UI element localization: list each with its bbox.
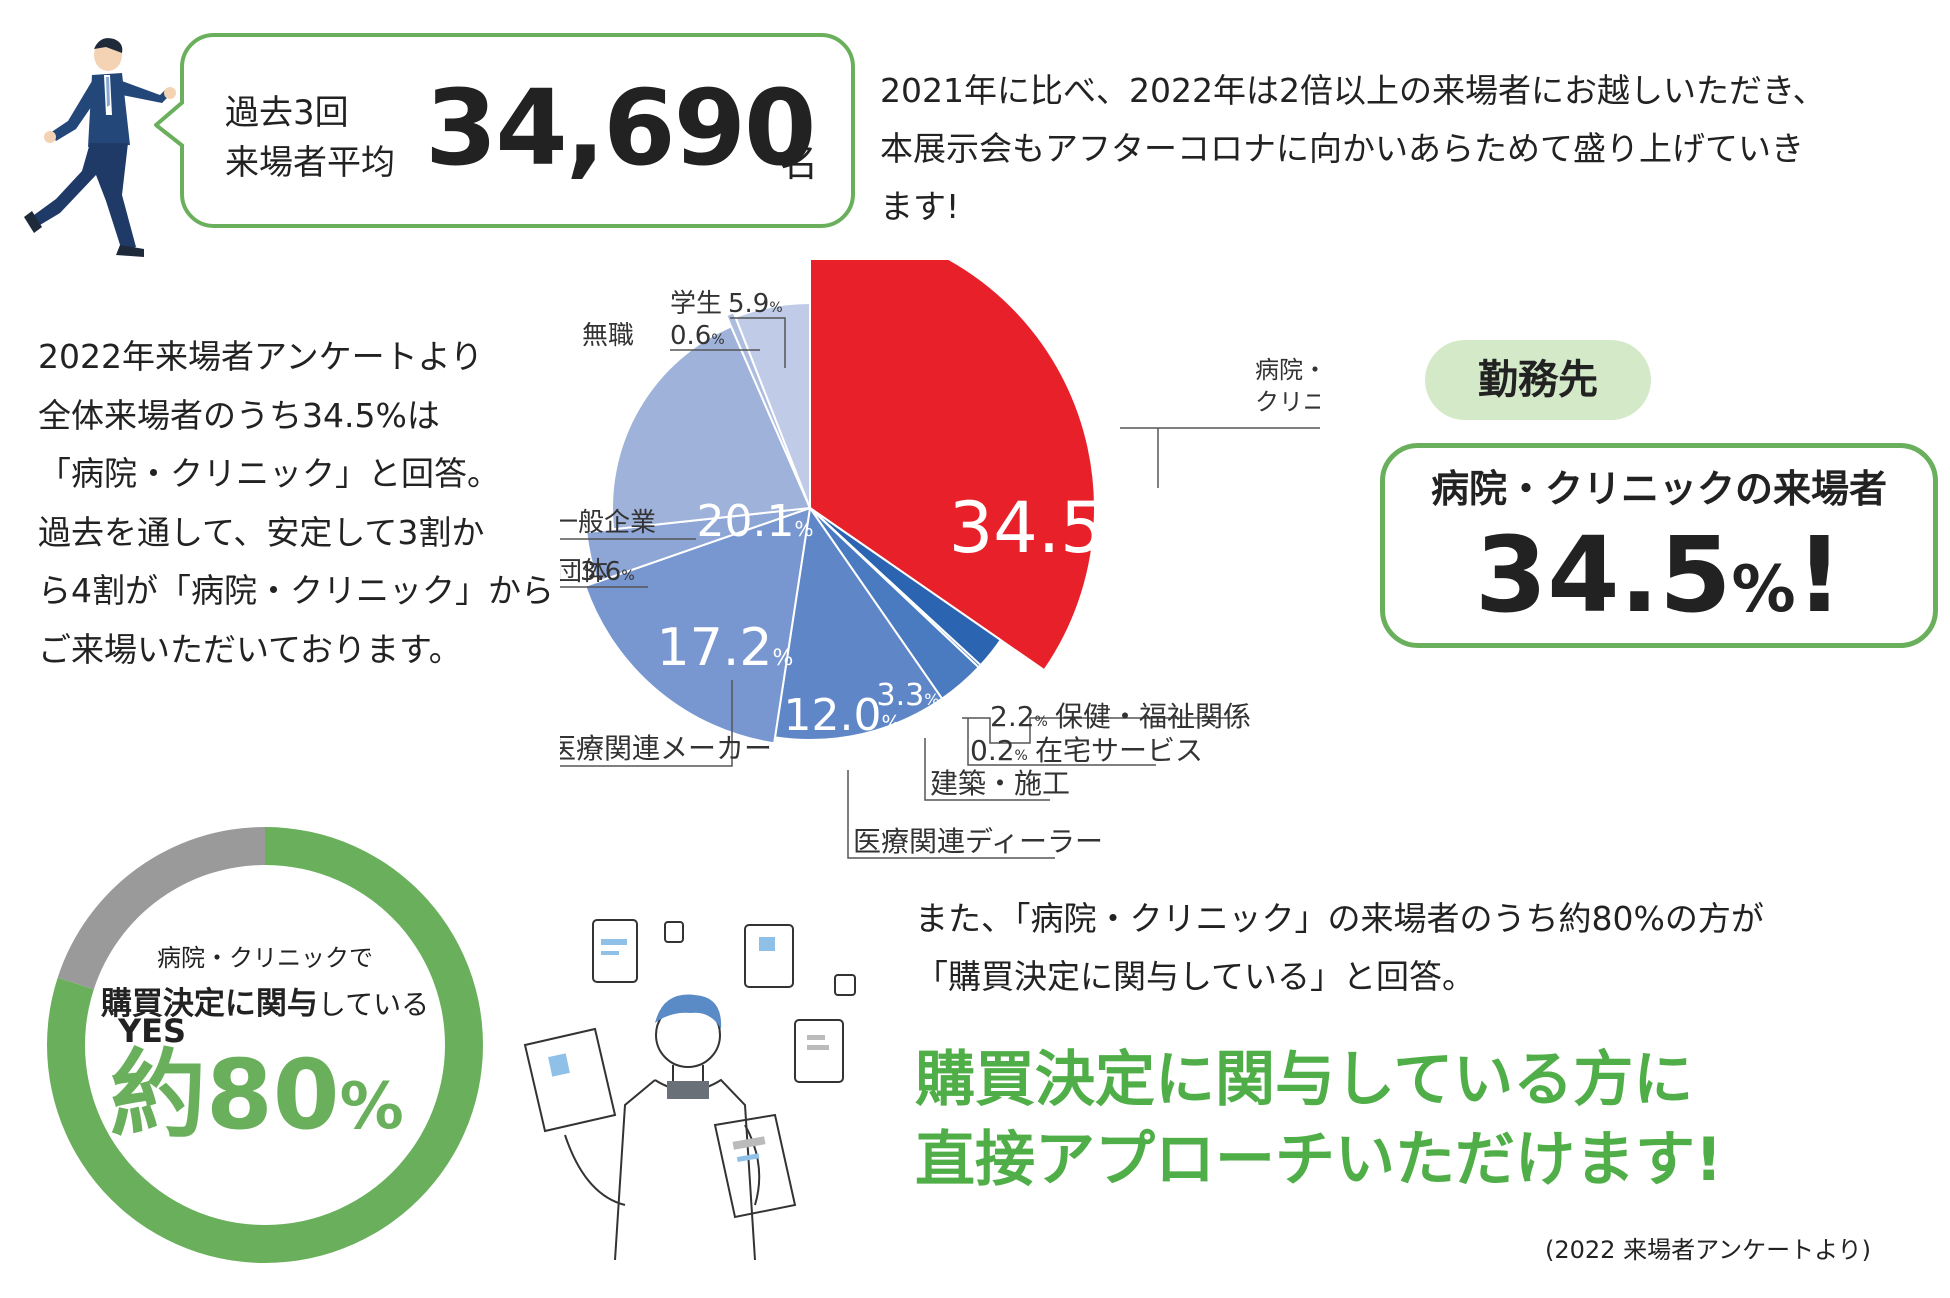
workplace-pie-chart: 34.5% 20.1% 17.2% 12.0% 3.3% 病院・ クリニック 2…	[560, 260, 1320, 859]
pie-slices	[583, 260, 1096, 745]
label-value-home: 0.2%	[970, 734, 1028, 767]
pie-slice-8	[724, 311, 811, 509]
survey-line-2: 全体来場者のうち34.5%は	[38, 395, 440, 435]
pie-slice-4	[773, 505, 944, 741]
label-hospital-1: 病院・	[1255, 356, 1320, 384]
label-hospital-2: クリニック	[1255, 388, 1320, 416]
donut-approx: 約	[110, 1039, 206, 1151]
leader-welfare	[962, 717, 1232, 744]
donut-main-text: 購買決定に関与している	[90, 978, 440, 1023]
label-construction: 建築・施工	[930, 767, 1070, 800]
label-value-student: 5.9%	[728, 289, 783, 319]
label-home: 在宅サービス	[1035, 734, 1203, 767]
trousers	[34, 143, 136, 251]
hospital-visitors-highlight-box	[1380, 443, 1938, 648]
doctor-arm-left	[564, 1134, 626, 1206]
average-visitors-unit: 名	[780, 141, 819, 185]
doctor-coat	[614, 1078, 756, 1260]
hair	[94, 38, 123, 53]
doctor-shirt	[667, 1081, 709, 1099]
label-welfare: 保健・福祉関係	[1055, 700, 1251, 733]
shoe-back	[24, 211, 42, 233]
workplace-badge: 勤務先	[1425, 340, 1651, 420]
label-value-gov: 3.6%	[580, 557, 635, 587]
survey-line-5: ら4割が「病院・クリニック」から	[38, 571, 554, 610]
label-dealer: 医療関連ディーラー	[853, 825, 1103, 858]
label-value-maker: 17.2%	[657, 618, 794, 678]
purchase-line-1: また、「病院・クリニック」の来場者のうち約80%の方が	[915, 899, 1764, 938]
label-line-2: 来場者平均	[225, 143, 395, 183]
label-line-1: 過去3回	[225, 93, 349, 133]
purchase-line-2: 「購買決定に関与している」と回答。	[915, 957, 1476, 996]
source-note: (2022 来場者アンケートより)	[1545, 1236, 1871, 1264]
bubble-tail	[154, 99, 192, 151]
intro-line-1: 2021年に比べ、2022年は2倍以上の来場者にお越しいただき、	[880, 71, 1826, 110]
intro-line-3: ます!	[880, 187, 960, 226]
donut-main-rest: している	[317, 988, 430, 1021]
survey-line-4: 過去を通して、安定して3割か	[38, 512, 485, 552]
leader-maker	[560, 680, 733, 767]
label-company: 一般企業	[560, 508, 656, 538]
hospital-visitors-title: 病院・クリニックの来場者	[1430, 467, 1887, 511]
arm-left	[50, 81, 98, 141]
survey-paragraph: 2022年来場者アンケートより 全体来場者のうち34.5%は 「病院・クリニック…	[38, 328, 554, 679]
survey-line-3: 「病院・クリニック」と回答。	[38, 454, 500, 493]
donut-slice-1	[57, 827, 265, 990]
headline-line-1: 購買決定に関与している方に	[915, 1045, 1694, 1115]
held-doc-right	[713, 1113, 797, 1219]
donut-pct: %	[339, 1070, 404, 1144]
headline-line-2: 直接アプローチいただけます!	[915, 1125, 1723, 1195]
pie-slice-7	[611, 325, 812, 531]
donut-slices	[47, 827, 484, 1263]
arm-right	[122, 81, 172, 103]
leader-lines	[560, 317, 1320, 859]
approach-headline: 購買決定に関与している方に 直接アプローチいただけます!	[915, 1040, 1935, 1200]
survey-line-1: 2022年来場者アンケートより	[38, 337, 484, 376]
held-doc-left	[523, 1027, 617, 1133]
label-jobless: 無職	[582, 321, 634, 351]
doctor-with-documents-illustration	[523, 919, 856, 1260]
pie-slice-0	[809, 260, 1096, 672]
label-value-construction: 3.3%	[877, 678, 940, 713]
pie-slice-9	[734, 301, 811, 509]
leader-student	[730, 317, 786, 368]
floating-doc-3	[794, 1019, 844, 1083]
hospital-visitors-value: 34.5%!	[1380, 515, 1938, 650]
donut-number: 80	[206, 1039, 340, 1151]
donut-subtitle: 病院・クリニックで	[157, 944, 373, 972]
floating-doc-2	[744, 924, 794, 988]
leader-construction	[924, 738, 1050, 801]
purchase-paragraph: また、「病院・クリニック」の来場者のうち約80%の方が 「購買決定に関与している…	[915, 890, 1915, 1006]
label-value-welfare: 2.2%	[990, 700, 1048, 733]
highlight-exclaim: !	[1795, 514, 1844, 636]
label-value-company: 20.1%	[697, 496, 814, 547]
intro-paragraph: 2021年に比べ、2022年は2倍以上の来場者にお越しいただき、 本展示会もアフ…	[880, 62, 1930, 236]
highlight-pct: %	[1731, 553, 1796, 627]
floating-doc-1	[592, 919, 638, 983]
intro-line-2: 本展示会もアフターコロナに向かいあらためて盛り上げていき	[880, 129, 1804, 168]
average-visitors-value: 34,690	[425, 67, 816, 189]
highlight-number: 34.5	[1474, 514, 1732, 636]
donut-value: 約80%	[110, 1040, 404, 1162]
running-businessman-illustration	[24, 38, 176, 257]
label-value-hospital: 34.5%	[949, 487, 1131, 569]
label-maker: 医療関連メーカー	[560, 732, 772, 765]
survey-line-6: ご来場いただいております。	[38, 629, 462, 669]
purchase-decision-donut-chart	[47, 827, 484, 1263]
label-value-dealer: 12.0%	[784, 690, 901, 741]
average-visitors-label: 過去3回 来場者平均	[225, 88, 395, 188]
donut-main-bold: 購買決定に関与	[100, 986, 318, 1022]
shoe-front	[116, 245, 144, 257]
label-value-jobless: 0.6%	[670, 321, 725, 351]
leader-home	[967, 718, 1156, 766]
doctor-arm-right	[744, 1124, 761, 1206]
doctor-hair	[655, 994, 722, 1029]
label-student: 学生	[670, 289, 722, 319]
leader-dealer	[847, 770, 1055, 859]
donut-yes-label: YES	[118, 1012, 187, 1050]
label-gov: 官公庁・団体	[560, 557, 608, 587]
